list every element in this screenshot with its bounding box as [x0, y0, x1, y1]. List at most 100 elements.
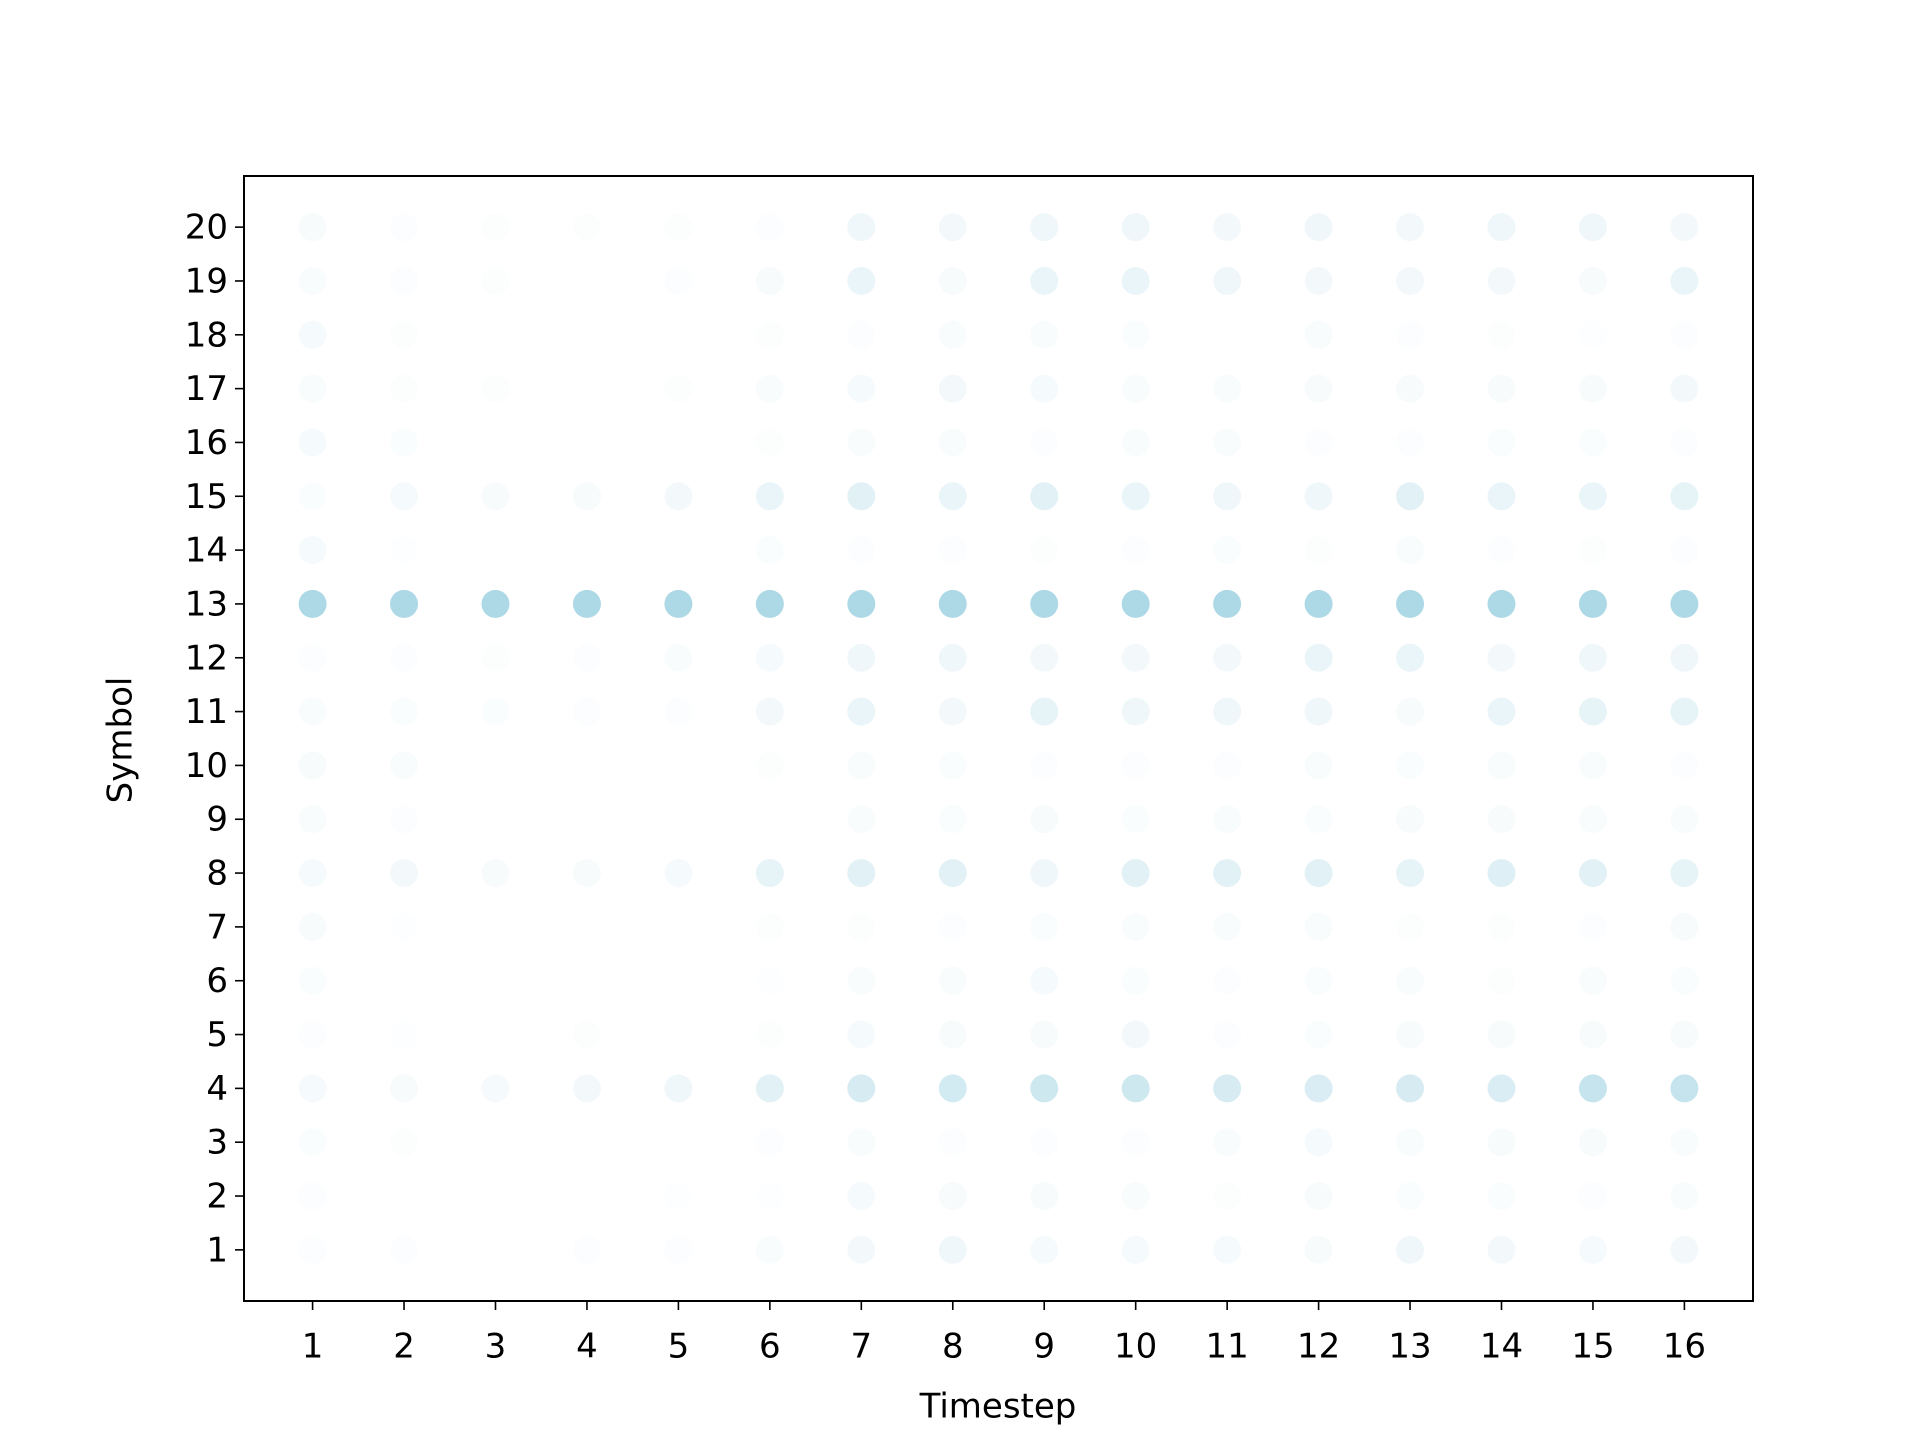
- point: [298, 1128, 327, 1157]
- point: [1213, 966, 1242, 995]
- point: [298, 643, 327, 672]
- y-tick-label: 13: [185, 584, 228, 624]
- point: [298, 536, 327, 565]
- y-tick-label: 19: [185, 261, 228, 301]
- x-tick-label: 3: [485, 1327, 507, 1367]
- point: [1487, 1182, 1516, 1211]
- point: [390, 1235, 419, 1264]
- point: [1488, 913, 1516, 941]
- point: [755, 266, 784, 295]
- point: [1578, 1235, 1607, 1264]
- y-tick-label: 9: [206, 800, 228, 840]
- point: [1670, 320, 1699, 349]
- y-tick-label: 8: [206, 854, 228, 894]
- point: [573, 375, 601, 403]
- point: [1121, 266, 1150, 295]
- point: [481, 482, 510, 511]
- point: [482, 1128, 510, 1156]
- point: [938, 1235, 967, 1264]
- point: [1121, 1182, 1150, 1211]
- point: [1396, 1128, 1425, 1157]
- point: [1670, 374, 1699, 403]
- point: [1396, 751, 1425, 780]
- point: [482, 913, 510, 941]
- point: [756, 913, 784, 941]
- point: [1488, 967, 1516, 995]
- point: [573, 751, 601, 779]
- point: [664, 213, 692, 241]
- point: [1304, 1182, 1333, 1211]
- point: [1396, 266, 1425, 295]
- point: [1030, 1128, 1059, 1157]
- point: [847, 859, 876, 888]
- point: [1030, 912, 1059, 941]
- x-tick-label: 10: [1114, 1327, 1157, 1367]
- point: [847, 751, 876, 780]
- point: [755, 536, 784, 565]
- y-tick-label: 1: [206, 1230, 228, 1270]
- point: [1487, 428, 1516, 457]
- point: [390, 913, 418, 941]
- point: [755, 859, 784, 888]
- point: [664, 967, 692, 995]
- point: [1121, 966, 1150, 995]
- point: [938, 1128, 967, 1157]
- y-tick-label: 6: [206, 961, 228, 1001]
- point: [938, 482, 967, 511]
- point: [938, 428, 967, 457]
- point: [1396, 536, 1425, 565]
- point: [573, 1182, 601, 1210]
- point: [1670, 482, 1699, 511]
- point: [298, 320, 327, 349]
- point: [572, 697, 601, 726]
- point: [847, 536, 876, 565]
- point: [298, 1182, 327, 1211]
- point: [573, 1128, 601, 1156]
- point: [1213, 643, 1242, 672]
- point: [482, 375, 510, 403]
- point: [1213, 482, 1242, 511]
- point: [390, 697, 419, 726]
- point: [1121, 320, 1150, 349]
- point: [1030, 1235, 1059, 1264]
- point: [847, 374, 876, 403]
- point: [938, 966, 967, 995]
- point: [1030, 1074, 1059, 1103]
- point: [938, 751, 967, 780]
- point: [481, 859, 510, 888]
- point: [390, 805, 419, 834]
- point: [1304, 482, 1333, 511]
- point: [481, 1074, 510, 1103]
- point: [1213, 1128, 1242, 1157]
- point: [755, 1074, 784, 1103]
- x-tick-label: 16: [1663, 1327, 1706, 1367]
- point: [1030, 643, 1059, 672]
- point: [1396, 805, 1425, 834]
- point: [938, 643, 967, 672]
- point: [847, 1074, 876, 1103]
- x-tick-label: 5: [668, 1327, 690, 1367]
- point: [756, 967, 784, 995]
- point: [1396, 859, 1425, 888]
- point: [664, 589, 693, 618]
- point: [1487, 805, 1516, 834]
- point: [298, 697, 327, 726]
- point: [482, 805, 510, 833]
- y-tick-label: 2: [206, 1177, 228, 1217]
- point: [1396, 643, 1425, 672]
- point: [390, 321, 418, 349]
- y-tick-label: 17: [185, 369, 228, 409]
- point: [1121, 859, 1150, 888]
- point: [938, 266, 967, 295]
- point: [1213, 589, 1242, 618]
- x-tick-label: 11: [1206, 1327, 1249, 1367]
- point: [756, 1182, 784, 1210]
- point: [390, 1074, 419, 1103]
- point: [1030, 266, 1059, 295]
- point: [664, 1021, 692, 1049]
- point: [1121, 1020, 1150, 1049]
- point: [1578, 1182, 1607, 1211]
- point: [755, 213, 784, 242]
- x-tick-label: 12: [1297, 1327, 1340, 1367]
- point: [1670, 697, 1699, 726]
